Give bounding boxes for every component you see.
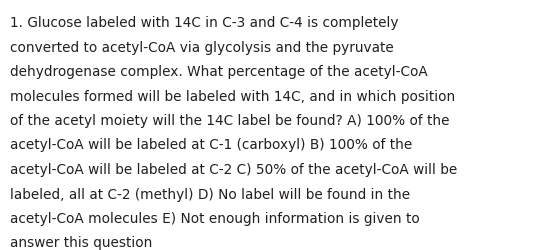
Text: answer this question: answer this question xyxy=(10,236,152,250)
Text: dehydrogenase complex. What percentage of the acetyl-CoA: dehydrogenase complex. What percentage o… xyxy=(10,65,428,79)
Text: 1. Glucose labeled with 14C in C-3 and C-4 is completely: 1. Glucose labeled with 14C in C-3 and C… xyxy=(10,16,398,30)
Text: acetyl-CoA molecules E) Not enough information is given to: acetyl-CoA molecules E) Not enough infor… xyxy=(10,211,420,225)
Text: molecules formed will be labeled with 14C, and in which position: molecules formed will be labeled with 14… xyxy=(10,89,455,103)
Text: converted to acetyl-CoA via glycolysis and the pyruvate: converted to acetyl-CoA via glycolysis a… xyxy=(10,40,394,54)
Text: acetyl-CoA will be labeled at C-2 C) 50% of the acetyl-CoA will be: acetyl-CoA will be labeled at C-2 C) 50%… xyxy=(10,162,457,176)
Text: of the acetyl moiety will the 14C label be found? A) 100% of the: of the acetyl moiety will the 14C label … xyxy=(10,114,450,128)
Text: acetyl-CoA will be labeled at C-1 (carboxyl) B) 100% of the: acetyl-CoA will be labeled at C-1 (carbo… xyxy=(10,138,412,152)
Text: labeled, all at C-2 (methyl) D) No label will be found in the: labeled, all at C-2 (methyl) D) No label… xyxy=(10,187,410,201)
